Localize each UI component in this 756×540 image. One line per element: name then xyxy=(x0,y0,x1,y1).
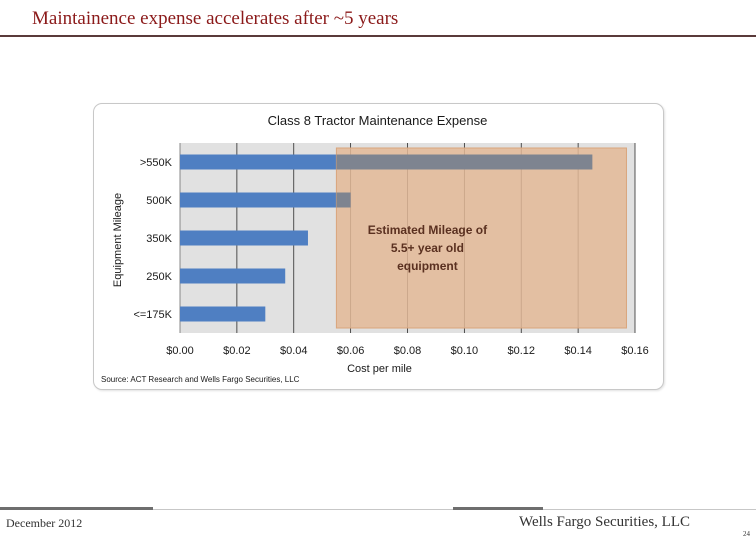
highlight-label: 5.5+ year old xyxy=(391,241,464,255)
highlight-region xyxy=(335,147,627,329)
y-tick-label: 250K xyxy=(146,271,172,283)
y-axis-title: Equipment Mileage xyxy=(112,193,124,287)
footer-divider-accent-right xyxy=(453,507,543,510)
x-tick-label: $0.10 xyxy=(451,345,479,357)
y-tick-label: 500K xyxy=(146,195,172,207)
footer-divider xyxy=(0,509,756,510)
bar xyxy=(180,306,266,322)
x-tick-label: $0.16 xyxy=(621,345,649,357)
chart-title: Class 8 Tractor Maintenance Expense xyxy=(267,113,488,128)
y-tick-label: 350K xyxy=(146,233,172,245)
x-tick-label: $0.08 xyxy=(394,345,422,357)
x-tick-label: $0.12 xyxy=(507,345,535,357)
highlight-label: Estimated Mileage of xyxy=(368,223,488,237)
y-tick-label: >550K xyxy=(140,157,173,169)
footer-divider-accent-left xyxy=(0,507,153,510)
source-note: Source: ACT Research and Wells Fargo Sec… xyxy=(101,375,300,384)
bar-overlap xyxy=(336,192,351,208)
footer-brand: Wells Fargo Securities, LLC xyxy=(519,514,690,530)
x-tick-label: $0.04 xyxy=(280,345,308,357)
bar-overlap xyxy=(336,154,593,170)
x-axis-title: Cost per mile xyxy=(347,363,412,375)
bar xyxy=(180,268,286,284)
footer-date: December 2012 xyxy=(6,516,83,530)
x-tick-label: $0.02 xyxy=(223,345,251,357)
page-number: 24 xyxy=(743,530,750,538)
x-tick-label: $0.00 xyxy=(166,345,194,357)
x-tick-label: $0.06 xyxy=(337,345,365,357)
slide-title: Maintainence expense accelerates after ~… xyxy=(32,8,399,29)
y-tick-label: <=175K xyxy=(133,309,172,321)
bar xyxy=(180,230,308,246)
highlight-label: equipment xyxy=(397,259,458,273)
bar xyxy=(180,192,351,208)
x-tick-label: $0.14 xyxy=(564,345,592,357)
title-divider xyxy=(0,35,756,37)
